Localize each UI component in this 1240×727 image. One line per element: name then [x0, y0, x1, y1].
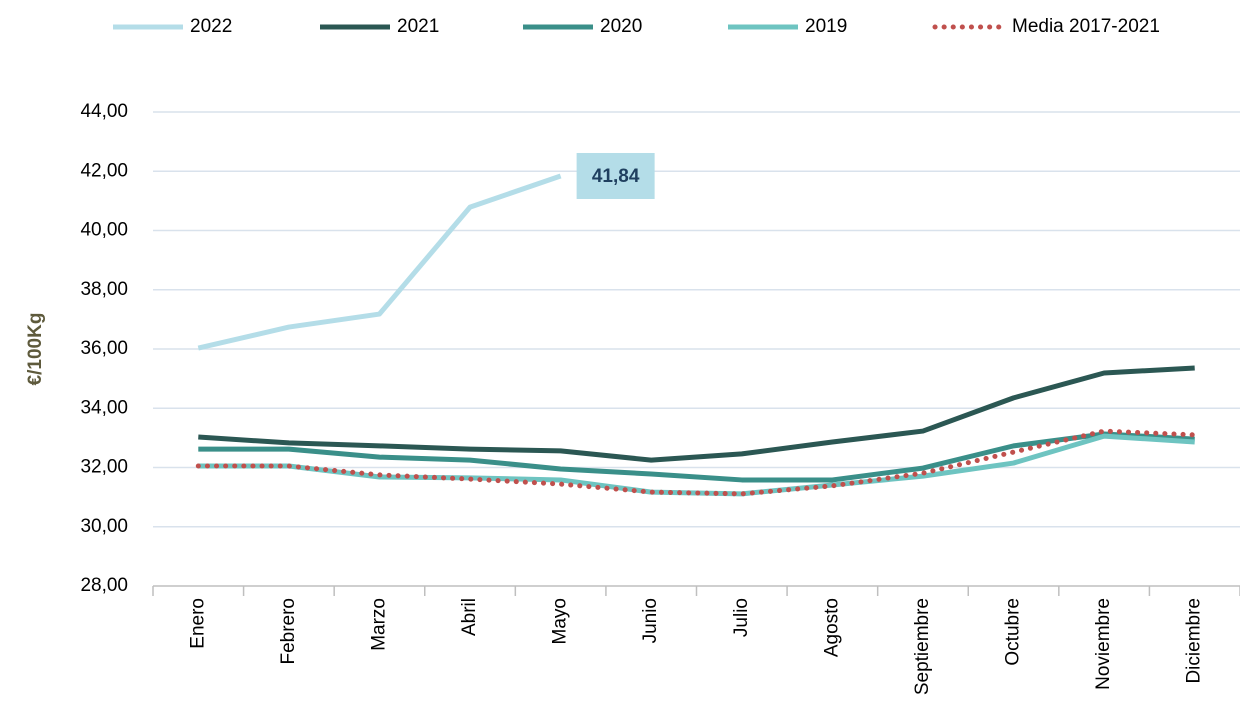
y-tick-label: 42,00 [80, 160, 128, 181]
y-tick-label: 36,00 [80, 338, 128, 359]
series-line [195, 428, 1198, 497]
y-tick-label: 38,00 [80, 279, 128, 300]
x-tick-label: Julio [731, 598, 752, 637]
x-tick-label: Enero [187, 598, 208, 649]
data-label-box [576, 152, 655, 199]
x-tick-label: Septiembre [912, 598, 933, 695]
y-tick-label: 28,00 [80, 575, 128, 596]
y-tick-label: 40,00 [80, 220, 128, 241]
y-tick-label: 30,00 [80, 516, 128, 537]
series-line [198, 431, 1195, 483]
x-tick-label: Noviembre [1093, 598, 1114, 690]
legend-label: 2021 [397, 16, 439, 37]
x-tick-label: Abril [459, 598, 480, 636]
x-tick-label: Marzo [368, 598, 389, 651]
x-tick-label: Mayo [550, 598, 571, 644]
series-line [197, 173, 562, 351]
x-tick-label: Agosto [821, 598, 842, 657]
x-tick-label: Diciembre [1184, 598, 1205, 684]
x-tick-label: Febrero [278, 598, 299, 665]
series-line [198, 365, 1195, 463]
legend-label: 2020 [600, 16, 642, 37]
data-label: 41,84 [592, 166, 640, 187]
y-tick-label: 44,00 [80, 101, 128, 122]
x-tick-label: Octubre [1003, 598, 1024, 666]
y-tick-label: 32,00 [80, 457, 128, 478]
y-axis-label: €/100Kg [25, 313, 46, 386]
legend-label: Media 2017-2021 [1012, 16, 1160, 37]
legend-label: 2019 [805, 16, 847, 37]
y-tick-label: 34,00 [80, 397, 128, 418]
legend-label: 2022 [190, 16, 232, 37]
x-tick-label: Junio [640, 598, 661, 643]
